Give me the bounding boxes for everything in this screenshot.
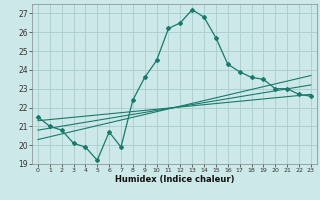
X-axis label: Humidex (Indice chaleur): Humidex (Indice chaleur) [115,175,234,184]
